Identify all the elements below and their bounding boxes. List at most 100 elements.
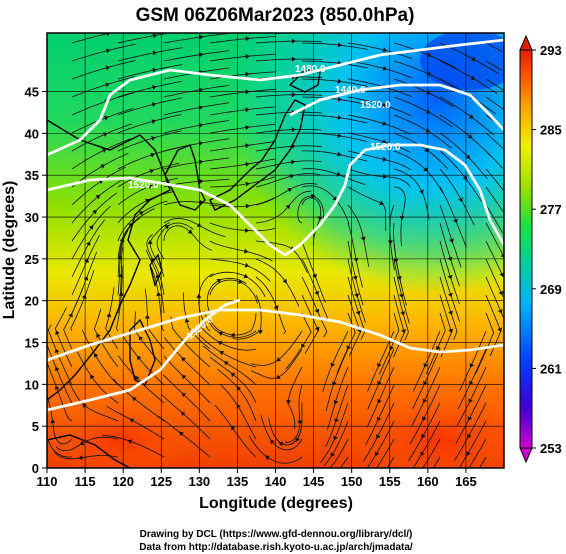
streamline — [214, 405, 257, 458]
streamline — [439, 60, 498, 95]
streamline — [485, 78, 504, 91]
streamline — [255, 111, 322, 116]
streamline-arrow — [92, 209, 97, 215]
streamline-arrow — [105, 48, 111, 54]
contour-label: 1520.0 — [360, 100, 391, 111]
streamline — [387, 456, 395, 468]
streamline-arrow — [389, 345, 394, 351]
streamline-arrow — [337, 133, 342, 139]
streamline — [379, 312, 400, 375]
x-tick-label: 150 — [341, 474, 363, 489]
y-tick-label: 45 — [25, 85, 39, 100]
streamline — [163, 225, 213, 251]
streamline — [54, 307, 73, 368]
streamline — [150, 266, 165, 332]
streamline-arrow — [282, 278, 287, 284]
colorbar-tick-label: 253 — [540, 441, 562, 456]
streamline — [302, 60, 368, 69]
y-axis-label: Latitude (degrees) — [1, 181, 18, 320]
streamline-arrow — [467, 134, 473, 139]
streamline-arrow — [151, 119, 156, 125]
streamline-arrow — [198, 159, 204, 165]
streamline-arrow — [468, 398, 473, 404]
streamline-arrow — [236, 403, 241, 409]
streamline — [163, 337, 211, 386]
streamline — [320, 402, 349, 463]
streamline — [393, 240, 407, 306]
streamline — [456, 366, 487, 427]
streamline-arrow — [245, 161, 250, 167]
streamline — [393, 150, 443, 194]
streamline-arrow — [231, 425, 236, 431]
credit-data: Data from http://database.rish.kyoto-u.a… — [139, 542, 413, 553]
streamline-arrow — [180, 411, 186, 417]
streamline-arrow — [471, 56, 476, 61]
streamline — [393, 294, 405, 358]
streamline — [146, 233, 165, 296]
streamline-arrow — [421, 433, 426, 439]
streamline-arrow — [422, 416, 427, 421]
streamline-arrow — [129, 418, 135, 423]
streamline-arrow — [218, 331, 223, 337]
streamline — [422, 438, 441, 468]
streamline — [485, 204, 504, 234]
streamline-arrow — [196, 222, 202, 227]
streamline-arrow — [447, 256, 453, 262]
streamline — [412, 330, 441, 392]
streamline-arrow — [50, 418, 56, 424]
streamline — [301, 276, 328, 338]
streamline — [393, 276, 409, 341]
streamline-arrow — [291, 92, 296, 98]
streamline — [393, 132, 449, 170]
streamline-arrow — [334, 418, 339, 423]
streamline — [203, 310, 257, 338]
streamline-arrow — [245, 89, 250, 95]
streamline-arrow — [447, 274, 453, 280]
streamline-arrow — [223, 361, 229, 366]
streamline-arrow — [466, 451, 471, 456]
x-tick-label: 135 — [227, 474, 249, 489]
streamline-arrow — [245, 143, 250, 149]
streamline — [209, 279, 258, 304]
streamline — [182, 292, 211, 350]
streamline-arrow — [435, 345, 441, 351]
streamline — [71, 205, 111, 260]
streamline — [458, 330, 487, 392]
streamline-arrow — [244, 262, 250, 268]
streamline — [47, 363, 73, 422]
streamline — [255, 173, 321, 188]
streamline-arrow — [199, 178, 204, 184]
streamline — [117, 97, 182, 116]
streamline — [347, 258, 366, 323]
streamline-arrow — [164, 224, 169, 230]
streamline-arrow — [236, 386, 242, 391]
streamline — [163, 33, 230, 44]
streamline-arrow — [198, 140, 204, 146]
streamline — [47, 396, 73, 445]
streamline-arrow — [54, 385, 60, 390]
streamline-arrow — [337, 42, 342, 48]
streamline — [347, 60, 412, 79]
streamline-arrow — [337, 96, 342, 102]
streamline-arrow — [420, 451, 425, 457]
x-tick-label: 110 — [37, 474, 58, 489]
streamline — [209, 197, 275, 208]
streamline-arrow — [276, 374, 281, 379]
streamline — [408, 402, 441, 462]
streamline — [163, 201, 230, 206]
streamline — [47, 345, 73, 404]
streamline-arrow — [333, 400, 339, 405]
streamline — [468, 438, 487, 468]
streamline — [302, 96, 368, 106]
streamline-arrow — [353, 257, 359, 263]
streamline-arrow — [469, 363, 475, 368]
streamline — [156, 222, 194, 260]
streamline-arrow — [156, 291, 162, 297]
colorbar-tick-label: 285 — [540, 123, 562, 138]
streamline — [117, 191, 175, 224]
streamline-arrow — [376, 434, 381, 439]
streamline — [255, 258, 300, 307]
streamline-arrow — [396, 276, 402, 281]
streamline-arrow — [245, 36, 250, 42]
